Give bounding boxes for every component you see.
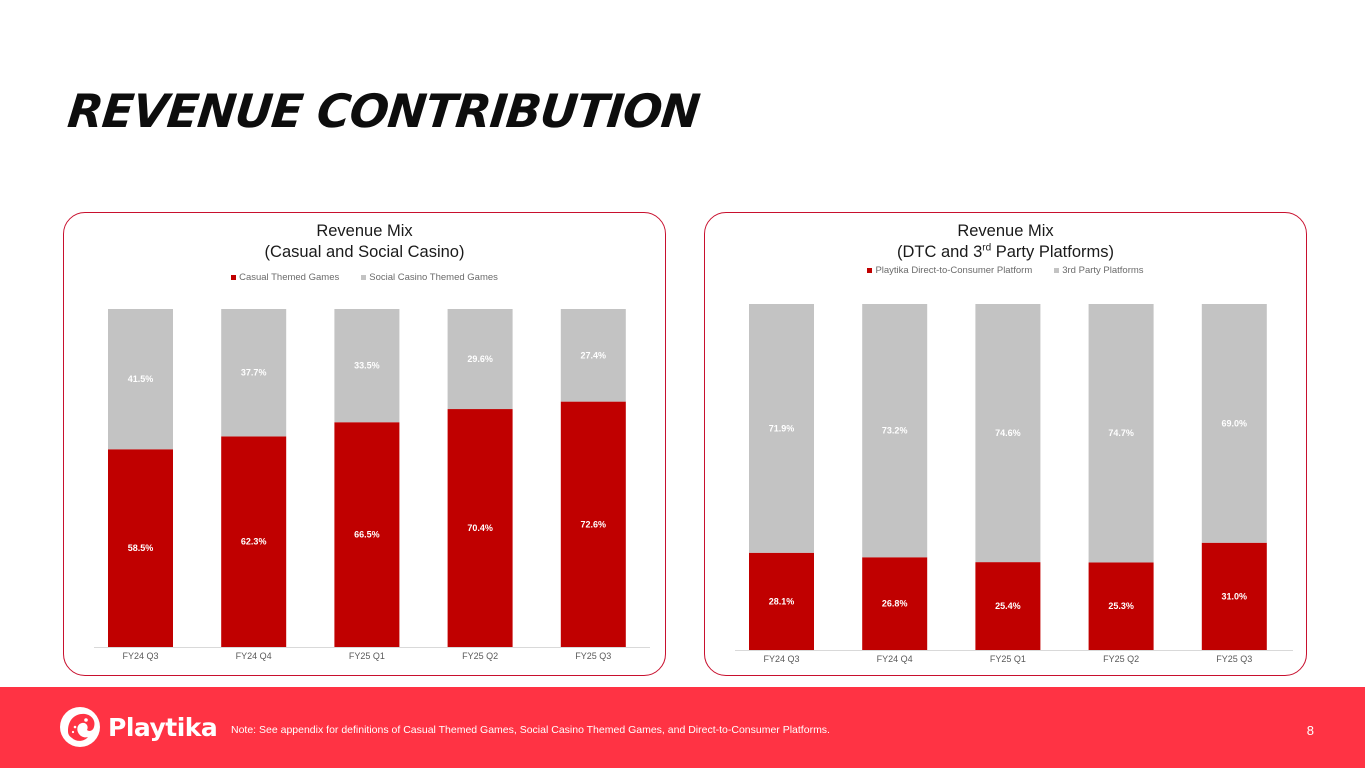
bar-segment-gray xyxy=(1088,304,1154,563)
bar-segment-red xyxy=(862,557,928,650)
data-label: 28.1% xyxy=(769,596,795,606)
chart-title: Revenue Mix (DTC and 3rd Party Platforms… xyxy=(705,221,1306,263)
footnote: Note: See appendix for definitions of Ca… xyxy=(231,724,830,736)
chart-title-line2-sup: rd xyxy=(982,242,992,254)
bar-segment-red xyxy=(221,436,287,647)
bar-segment-red xyxy=(334,422,400,647)
legend-label: Social Casino Themed Games xyxy=(369,272,498,283)
x-tick-label: FY25 Q1 xyxy=(990,654,1026,664)
bar-segment-red xyxy=(975,562,1041,650)
page-number: 8 xyxy=(1306,723,1314,738)
data-label: 72.6% xyxy=(581,519,607,529)
legend-swatch xyxy=(1054,268,1060,273)
data-label: 69.0% xyxy=(1222,418,1248,428)
data-label: 71.9% xyxy=(769,423,795,433)
data-label: 41.5% xyxy=(128,374,154,384)
x-tick-label: FY25 Q3 xyxy=(1216,654,1252,664)
bar-segment-red xyxy=(447,409,513,647)
bar-segment-red xyxy=(1201,542,1267,650)
legend-item-3rd-party: 3rd Party Platforms xyxy=(1054,265,1144,276)
footer-bar: Playtika Note: See appendix for definiti… xyxy=(0,687,1365,768)
chart-title-line2-prefix: (DTC and 3 xyxy=(896,243,983,261)
data-label: 37.7% xyxy=(241,368,267,378)
legend-label: Casual Themed Games xyxy=(239,272,340,283)
chart-legend: Playtika Direct-to-Consumer Platform 3rd… xyxy=(705,265,1306,276)
x-tick-label: FY25 Q2 xyxy=(462,651,498,661)
data-label: 33.5% xyxy=(354,361,380,371)
chart-title-line1: Revenue Mix xyxy=(316,222,413,240)
data-label: 31.0% xyxy=(1222,591,1248,601)
data-label: 66.5% xyxy=(354,530,380,540)
x-tick-label: FY24 Q3 xyxy=(122,651,158,661)
x-tick-label: FY25 Q1 xyxy=(349,651,385,661)
legend-label: Playtika Direct-to-Consumer Platform xyxy=(875,265,1033,276)
revenue-mix-dtc-3rd-party-panel: Revenue Mix (DTC and 3rd Party Platforms… xyxy=(704,212,1307,676)
x-tick-label: FY24 Q4 xyxy=(877,654,913,664)
chart-title-line2: (DTC and 3rd Party Platforms) xyxy=(705,242,1306,263)
data-label: 27.4% xyxy=(581,350,607,360)
bar-segment-gray xyxy=(1201,304,1267,543)
logo-wordmark: Playtika xyxy=(108,712,218,742)
revenue-mix-casual-social-panel: Revenue Mix (Casual and Social Casino) C… xyxy=(63,212,666,676)
legend-swatch xyxy=(361,275,367,280)
legend-item-dtc: Playtika Direct-to-Consumer Platform xyxy=(867,265,1032,276)
data-label: 62.3% xyxy=(241,537,267,547)
bar-segment-gray xyxy=(975,304,1041,563)
data-label: 25.4% xyxy=(995,601,1021,611)
x-tick-label: FY25 Q2 xyxy=(1103,654,1139,664)
data-label: 70.4% xyxy=(467,523,493,533)
slide-title: REVENUE CONTRIBUTION xyxy=(65,84,702,138)
cheetah-logo-icon xyxy=(60,707,100,747)
data-label: 29.6% xyxy=(467,354,493,364)
chart-title-line2: (Casual and Social Casino) xyxy=(264,243,465,261)
bar-segment-red xyxy=(108,449,173,647)
chart-legend: Casual Themed Games Social Casino Themed… xyxy=(64,272,665,283)
x-tick-label: FY25 Q3 xyxy=(575,651,611,661)
data-label: 58.5% xyxy=(128,543,154,553)
chart-title: Revenue Mix (Casual and Social Casino) xyxy=(64,221,665,263)
chart-title-line2-suffix: Party Platforms) xyxy=(991,243,1115,261)
chart-title-line1: Revenue Mix xyxy=(957,222,1054,240)
data-label: 26.8% xyxy=(882,599,908,609)
legend-item-social-casino: Social Casino Themed Games xyxy=(361,272,498,283)
bar-segment-gray xyxy=(749,304,814,553)
bar-segment-gray xyxy=(221,309,287,437)
legend-swatch xyxy=(231,275,237,280)
stacked-bar-chart: 58.5% 41.5% FY24 Q3 62.3% 37.7% FY24 Q4 66.5% 3… xyxy=(94,309,650,661)
x-tick-label: FY24 Q4 xyxy=(236,651,272,661)
data-label: 74.6% xyxy=(995,428,1021,438)
bar-segment-gray xyxy=(862,304,928,558)
bar-segment-red xyxy=(749,552,814,650)
data-label: 73.2% xyxy=(882,426,908,436)
data-label: 25.3% xyxy=(1108,601,1134,611)
legend-label: 3rd Party Platforms xyxy=(1062,265,1144,276)
playtika-logo: Playtika xyxy=(58,705,218,749)
bar-segment-gray xyxy=(447,309,513,410)
bar-segment-gray xyxy=(108,309,173,450)
bar-segment-red xyxy=(560,401,626,647)
legend-item-casual: Casual Themed Games xyxy=(231,272,339,283)
data-label: 74.7% xyxy=(1108,428,1134,438)
bar-segment-gray xyxy=(334,309,400,423)
legend-swatch xyxy=(867,268,873,273)
bar-segment-red xyxy=(1088,562,1154,650)
stacked-bar-chart: 28.1% 71.9% FY24 Q3 26.8% 73.2% FY24 Q4 25.4% 7… xyxy=(735,304,1293,664)
bar-segment-gray xyxy=(560,309,626,402)
x-tick-label: FY24 Q3 xyxy=(763,654,799,664)
